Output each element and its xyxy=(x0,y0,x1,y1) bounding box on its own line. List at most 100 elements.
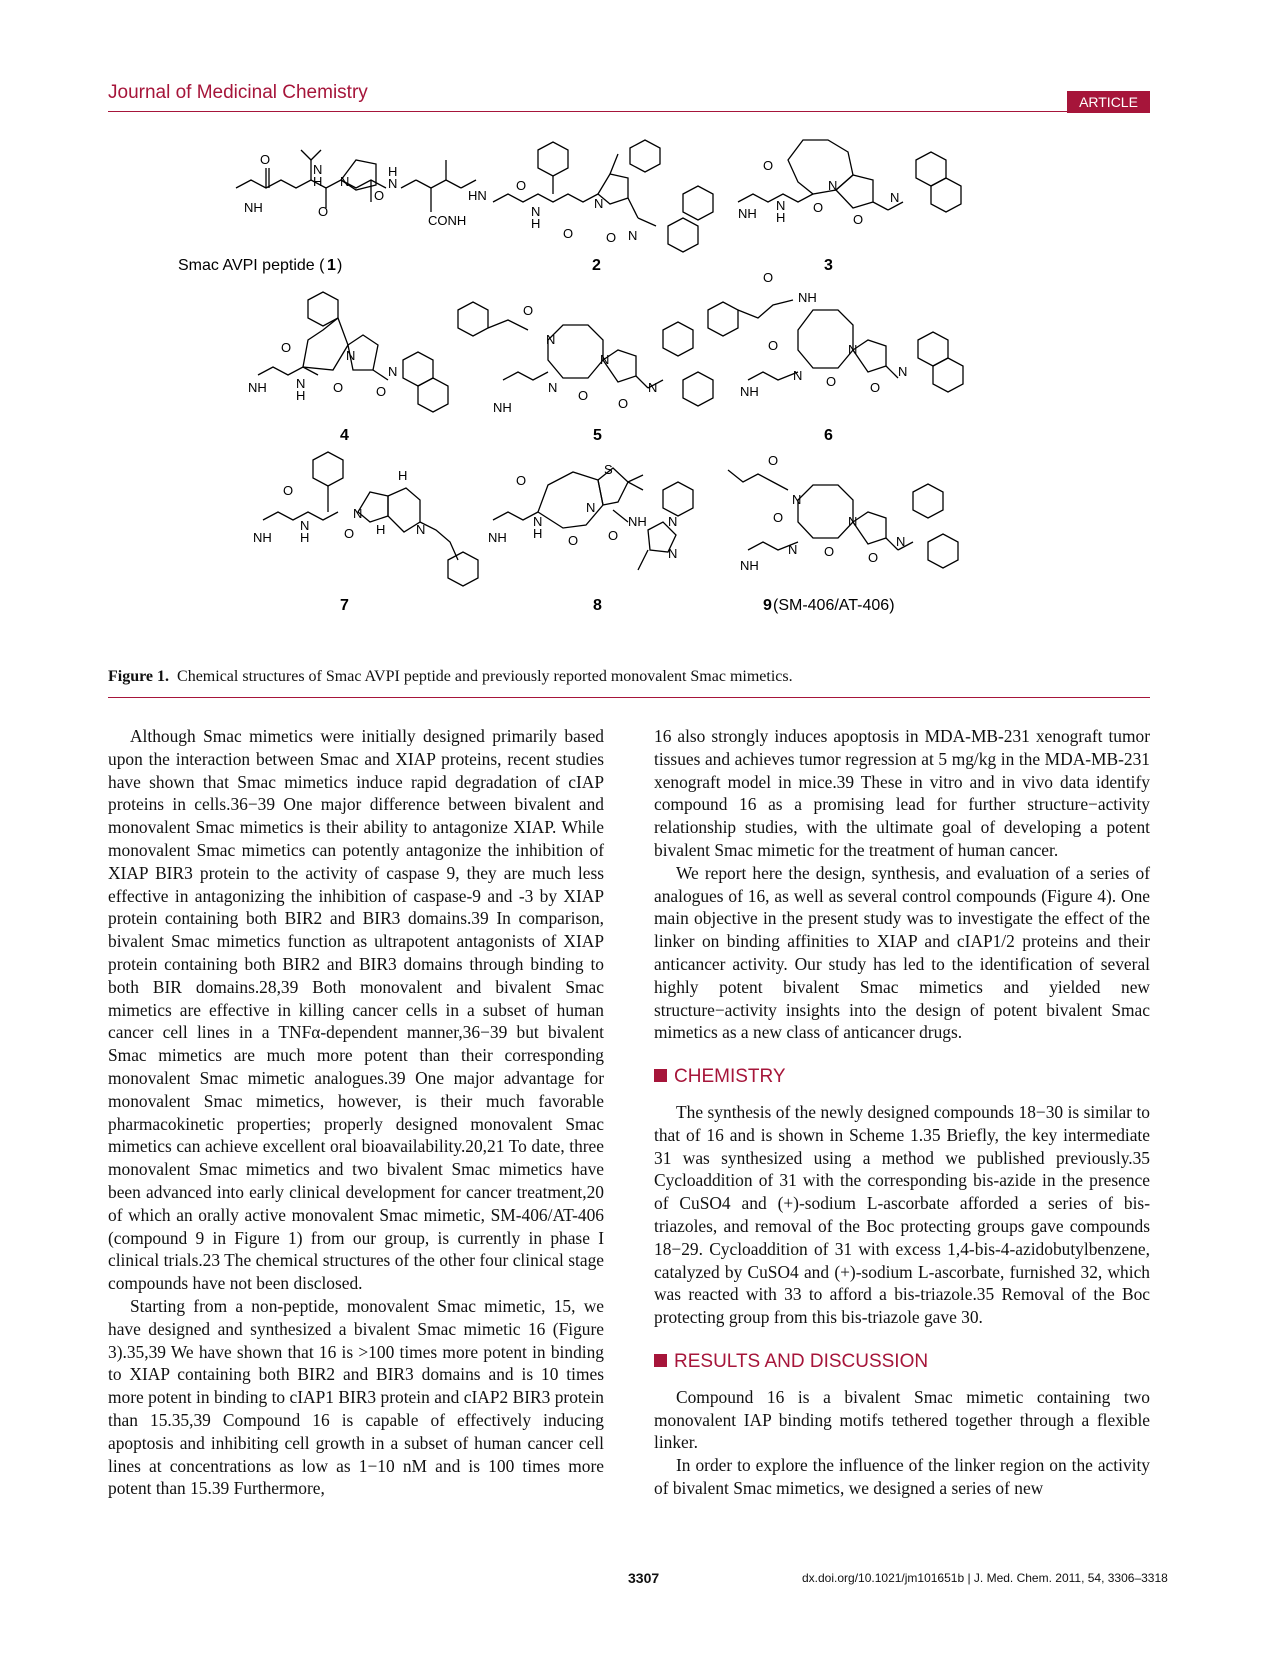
structure-6: O NH N O NH N O O N 6 xyxy=(707,270,964,444)
svg-text:H: H xyxy=(300,530,309,545)
svg-text:O: O xyxy=(281,340,291,355)
label-compound-6: 6 xyxy=(824,427,833,444)
section-title: RESULTS AND DISCUSSION xyxy=(674,1350,929,1372)
svg-text:O: O xyxy=(344,526,354,541)
svg-text:N: N xyxy=(296,376,305,391)
section-title: CHEMISTRY xyxy=(674,1066,786,1088)
structure-8: O NH NH O S N O NH N N 8 xyxy=(488,462,694,614)
left-column: Although Smac mimetics were initially de… xyxy=(108,725,604,1500)
svg-text:CONH: CONH xyxy=(428,213,466,228)
paragraph: Compound 16 is a bivalent Smac mimetic c… xyxy=(654,1386,1150,1453)
paragraph: The synthesis of the newly designed comp… xyxy=(654,1101,1150,1328)
svg-text:H: H xyxy=(296,388,305,403)
svg-text:NH: NH xyxy=(628,514,647,529)
svg-text:O: O xyxy=(283,483,293,498)
svg-text:H: H xyxy=(376,522,385,537)
svg-text:O: O xyxy=(826,374,836,389)
svg-text:N: N xyxy=(793,368,802,383)
paragraph: Starting from a non-peptide, monovalent … xyxy=(108,1295,604,1499)
caption-label: Figure 1. xyxy=(108,668,170,685)
page-number: 3307 xyxy=(628,1570,660,1586)
section-marker-icon xyxy=(654,1353,667,1367)
label-compound-2: 2 xyxy=(592,257,601,274)
svg-text:N: N xyxy=(594,196,603,211)
svg-text:O: O xyxy=(608,528,618,543)
svg-text:O: O xyxy=(563,226,573,241)
label-compound-5: 5 xyxy=(593,427,602,444)
structure-4: O NH NH N O O N 4 xyxy=(248,291,449,444)
svg-text:N: N xyxy=(346,348,355,363)
structure-7: O NH NH O N H H N 7 xyxy=(253,451,479,614)
svg-text:O: O xyxy=(318,204,328,219)
figure-caption: Figure 1. Chemical structures of Smac AV… xyxy=(108,668,793,686)
svg-text:N: N xyxy=(890,190,899,205)
structure-5: O N N NH N O O N 5 xyxy=(457,301,714,444)
svg-text:N: N xyxy=(533,514,542,529)
svg-text:N: N xyxy=(776,198,785,213)
svg-text:NH: NH xyxy=(798,290,817,305)
paragraph: 16 also strongly induces apoptosis in MD… xyxy=(654,726,1150,860)
svg-text:O: O xyxy=(853,212,863,227)
svg-text:NH: NH xyxy=(253,530,272,545)
svg-text:): ) xyxy=(337,257,342,274)
svg-text:N: N xyxy=(416,522,425,537)
svg-text:NH: NH xyxy=(488,530,507,545)
svg-text:O: O xyxy=(606,230,616,245)
structure-2: HN O NH O N O N 2 xyxy=(468,139,714,274)
right-column: 16 also strongly induces apoptosis in MD… xyxy=(654,725,1150,1500)
svg-text:N: N xyxy=(828,178,837,193)
section-marker-icon xyxy=(654,1069,667,1083)
structure-1: O NH NH O N O NH CONH Smac AVPI peptide … xyxy=(178,149,477,274)
svg-text:N: N xyxy=(628,228,637,243)
label-compound-8: 8 xyxy=(593,597,602,614)
svg-text:O: O xyxy=(768,453,778,468)
svg-text:NH: NH xyxy=(740,558,759,573)
svg-text:H: H xyxy=(388,164,397,179)
svg-text:N: N xyxy=(648,380,657,395)
svg-text:N: N xyxy=(388,176,397,191)
svg-text:N: N xyxy=(898,364,907,379)
svg-text:O: O xyxy=(870,380,880,395)
structure-9: O N N O NH N O O N 9 (SM-406/AT-406) xyxy=(727,453,959,614)
svg-text:H: H xyxy=(533,526,542,541)
svg-text:O: O xyxy=(376,384,386,399)
svg-text:NH: NH xyxy=(738,206,757,221)
svg-text:O: O xyxy=(578,388,588,403)
paragraph: Although Smac mimetics were initially de… xyxy=(108,726,604,1294)
svg-text:N: N xyxy=(353,506,362,521)
svg-text:NH: NH xyxy=(493,400,512,415)
svg-text:O: O xyxy=(333,380,343,395)
svg-text:N: N xyxy=(668,514,677,529)
svg-text:O: O xyxy=(824,544,834,559)
label-compound-3: 3 xyxy=(824,257,833,274)
paragraph: We report here the design, synthesis, an… xyxy=(654,862,1150,1043)
svg-text:N: N xyxy=(788,542,797,557)
svg-text:NH: NH xyxy=(244,200,263,215)
svg-text:N: N xyxy=(848,342,857,357)
doi-link[interactable]: dx.doi.org/10.1021/jm101651b | J. Med. C… xyxy=(802,1571,1168,1585)
svg-text:N: N xyxy=(548,380,557,395)
svg-text:O: O xyxy=(523,303,533,318)
svg-text:N: N xyxy=(388,364,397,379)
svg-text:O: O xyxy=(768,338,778,353)
label-compound-4: 4 xyxy=(340,427,349,444)
svg-text:N: N xyxy=(546,332,555,347)
label-compound-1: Smac AVPI peptide ( xyxy=(178,257,325,274)
svg-text:N: N xyxy=(896,534,905,549)
label-compound-9: (SM-406/AT-406) xyxy=(773,597,895,614)
svg-text:N: N xyxy=(848,514,857,529)
svg-text:O: O xyxy=(516,473,526,488)
section-heading-results: RESULTS AND DISCUSSION xyxy=(654,1351,1150,1374)
svg-text:O: O xyxy=(618,396,628,411)
svg-text:H: H xyxy=(398,468,407,483)
svg-text:O: O xyxy=(868,550,878,565)
section-heading-chemistry: CHEMISTRY xyxy=(654,1066,1150,1089)
label-compound-1-num: 1 xyxy=(327,257,336,274)
svg-text:O: O xyxy=(763,270,773,285)
svg-text:O: O xyxy=(813,200,823,215)
figure-1-structures: O NH NH O N O NH CONH Smac AVPI peptide … xyxy=(178,139,964,614)
figure-rule xyxy=(108,697,1150,698)
svg-text:H: H xyxy=(313,174,322,189)
label-compound-7: 7 xyxy=(340,597,349,614)
svg-text:N: N xyxy=(792,492,801,507)
